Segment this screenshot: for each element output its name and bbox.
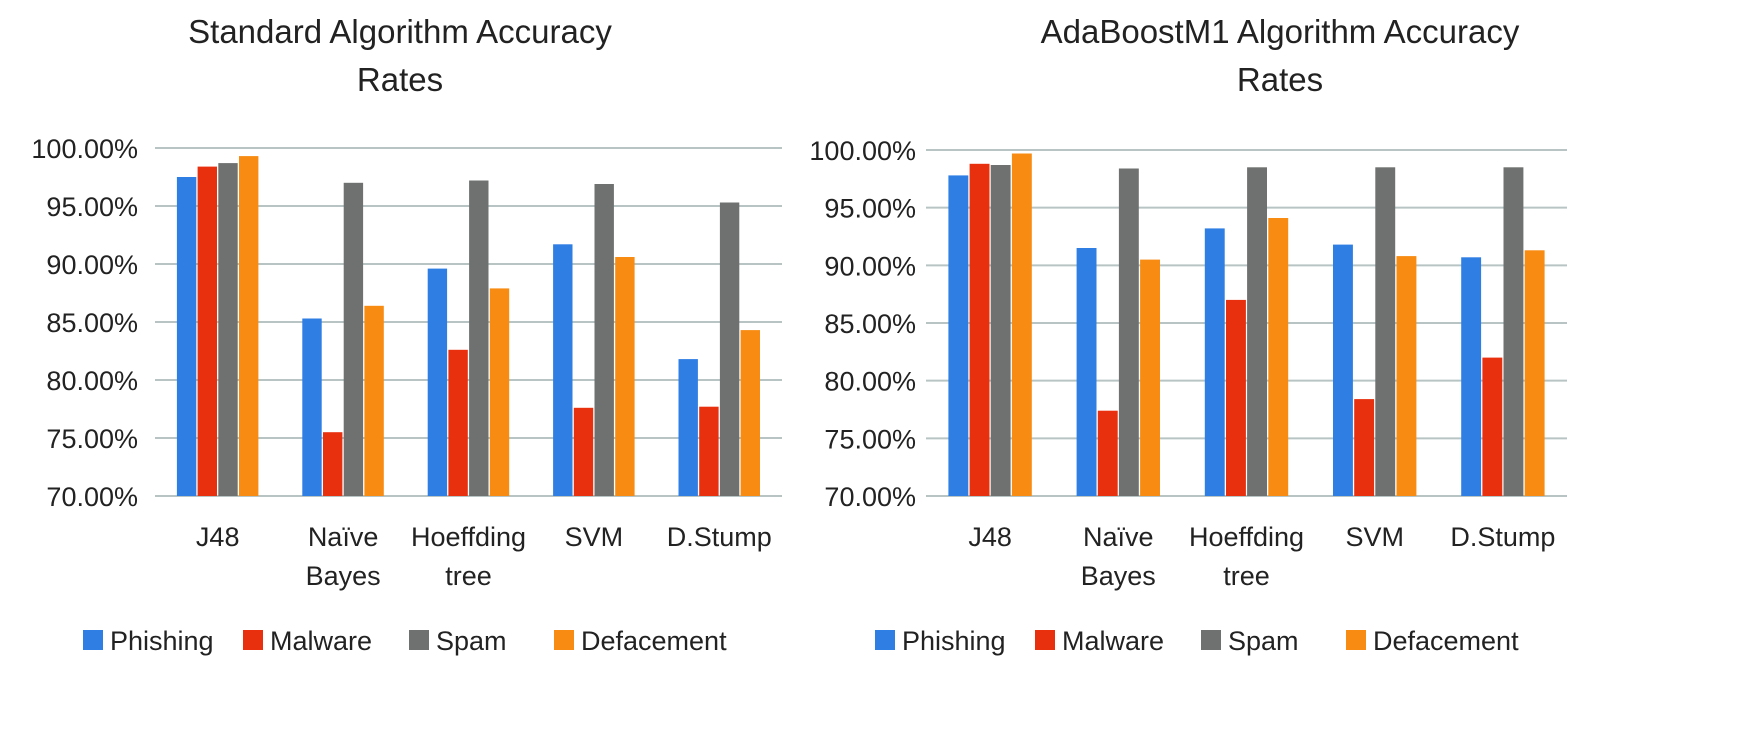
legend-label: Malware — [270, 626, 372, 656]
chart-title: Standard Algorithm Accuracy Rates — [0, 8, 800, 104]
bar-phishing — [553, 244, 573, 496]
bar-malware — [1226, 299, 1246, 496]
bar-defacement — [1140, 259, 1160, 496]
legend-swatch — [409, 630, 429, 650]
legend-swatch — [1201, 630, 1221, 650]
bar-phishing — [302, 318, 322, 496]
bar-malware — [448, 349, 468, 496]
legend-label: Phishing — [902, 626, 1006, 656]
x-category-label: tree — [1223, 561, 1270, 591]
x-category-label: Bayes — [306, 561, 381, 591]
bar-malware — [323, 432, 343, 496]
bar-malware — [573, 407, 594, 496]
bar-malware — [197, 166, 217, 496]
chart-title-line-1: Standard Algorithm Accuracy — [188, 13, 612, 50]
y-tick-label: 100.00% — [809, 136, 916, 166]
x-category-label: Hoeffding — [411, 522, 526, 552]
chart-title-line-2: Rates — [1236, 61, 1324, 98]
x-category-label: SVM — [1345, 522, 1404, 552]
bar-spam — [469, 180, 489, 496]
y-tick-label: 70.00% — [46, 482, 138, 512]
bar-malware — [1354, 399, 1375, 496]
legend-swatch — [1035, 630, 1055, 650]
chart-plot-area: 100.00% 95.00% 90.00% 85.00% 80.00% 75.00% 70.… — [31, 134, 782, 656]
y-tick-label: 80.00% — [46, 366, 138, 396]
bar-spam — [1118, 168, 1139, 496]
y-tick-label: 75.00% — [824, 424, 916, 454]
y-tick-label: 90.00% — [824, 251, 916, 281]
x-category-label: Naïve — [308, 522, 379, 552]
legend-label: Defacement — [581, 626, 727, 656]
bar-phishing — [176, 177, 197, 496]
bar-spam — [218, 163, 238, 496]
bar-phishing — [427, 268, 448, 496]
x-category-label: SVM — [565, 522, 624, 552]
x-category-label: D.Stump — [1450, 522, 1555, 552]
legend-label: Malware — [1062, 626, 1164, 656]
y-tick-label: 85.00% — [824, 309, 916, 339]
x-category-label: Hoeffding — [1189, 522, 1304, 552]
bar-spam — [990, 165, 1011, 496]
chart-plot-area: 100.00% 95.00% 90.00% 85.00% 80.00% 75.00% 70.… — [809, 136, 1567, 656]
bar-defacement — [615, 257, 635, 496]
legend-label: Spam — [436, 626, 507, 656]
bar-defacement — [239, 156, 259, 496]
bar-spam — [719, 202, 740, 496]
bar-malware — [699, 406, 719, 496]
bar-defacement — [1011, 153, 1032, 496]
bar-defacement — [740, 330, 760, 496]
x-category-label: Bayes — [1081, 561, 1156, 591]
bar-spam — [1375, 167, 1396, 497]
bar-defacement — [1268, 218, 1289, 496]
y-tick-label: 85.00% — [46, 308, 138, 338]
x-category-label: J48 — [968, 522, 1012, 552]
legend-label: Phishing — [110, 626, 214, 656]
chart-title-line-2: Rates — [356, 61, 444, 98]
x-category-label: Naïve — [1083, 522, 1154, 552]
bar-malware — [969, 163, 990, 497]
bar-phishing — [1076, 248, 1097, 496]
standard-accuracy-chart: Standard Algorithm Accuracy Rates 100.00… — [0, 8, 800, 656]
bar-malware — [1097, 410, 1118, 496]
y-tick-label: 70.00% — [824, 482, 916, 512]
bar-phishing — [948, 175, 969, 496]
chart-title-line-1: AdaBoostM1 Algorithm Accuracy — [1040, 13, 1520, 50]
bar-phishing — [1333, 244, 1353, 496]
legend-swatch — [83, 630, 103, 650]
bar-spam — [1247, 167, 1267, 497]
y-tick-label: 95.00% — [824, 194, 916, 224]
bar-spam — [343, 182, 364, 497]
bar-defacement — [1524, 250, 1545, 496]
x-category-label: tree — [445, 561, 492, 591]
adaboost-accuracy-chart: AdaBoostM1 Algorithm Accuracy Rates 100.… — [809, 0, 1760, 741]
chart-title: AdaBoostM1 Algorithm Accuracy Rates — [880, 8, 1680, 104]
bar-phishing — [678, 359, 698, 496]
bar-defacement — [364, 305, 384, 496]
bar-malware — [1482, 357, 1503, 496]
y-tick-label: 95.00% — [46, 192, 138, 222]
legend-swatch — [554, 630, 574, 650]
bar-phishing — [1204, 228, 1225, 496]
legend-label: Spam — [1228, 626, 1299, 656]
bar-spam — [594, 184, 614, 496]
y-tick-label: 100.00% — [31, 134, 138, 164]
bar-defacement — [1396, 256, 1417, 496]
legend-label: Defacement — [1373, 626, 1519, 656]
x-category-label: D.Stump — [667, 522, 772, 552]
y-tick-label: 75.00% — [46, 424, 138, 454]
bar-defacement — [489, 288, 510, 496]
legend-swatch — [243, 630, 263, 650]
y-tick-label: 80.00% — [824, 367, 916, 397]
legend-swatch — [1346, 630, 1366, 650]
legend-swatch — [875, 630, 895, 650]
bar-spam — [1503, 167, 1524, 497]
bar-phishing — [1461, 257, 1482, 496]
y-tick-label: 90.00% — [46, 250, 138, 280]
x-category-label: J48 — [196, 522, 240, 552]
